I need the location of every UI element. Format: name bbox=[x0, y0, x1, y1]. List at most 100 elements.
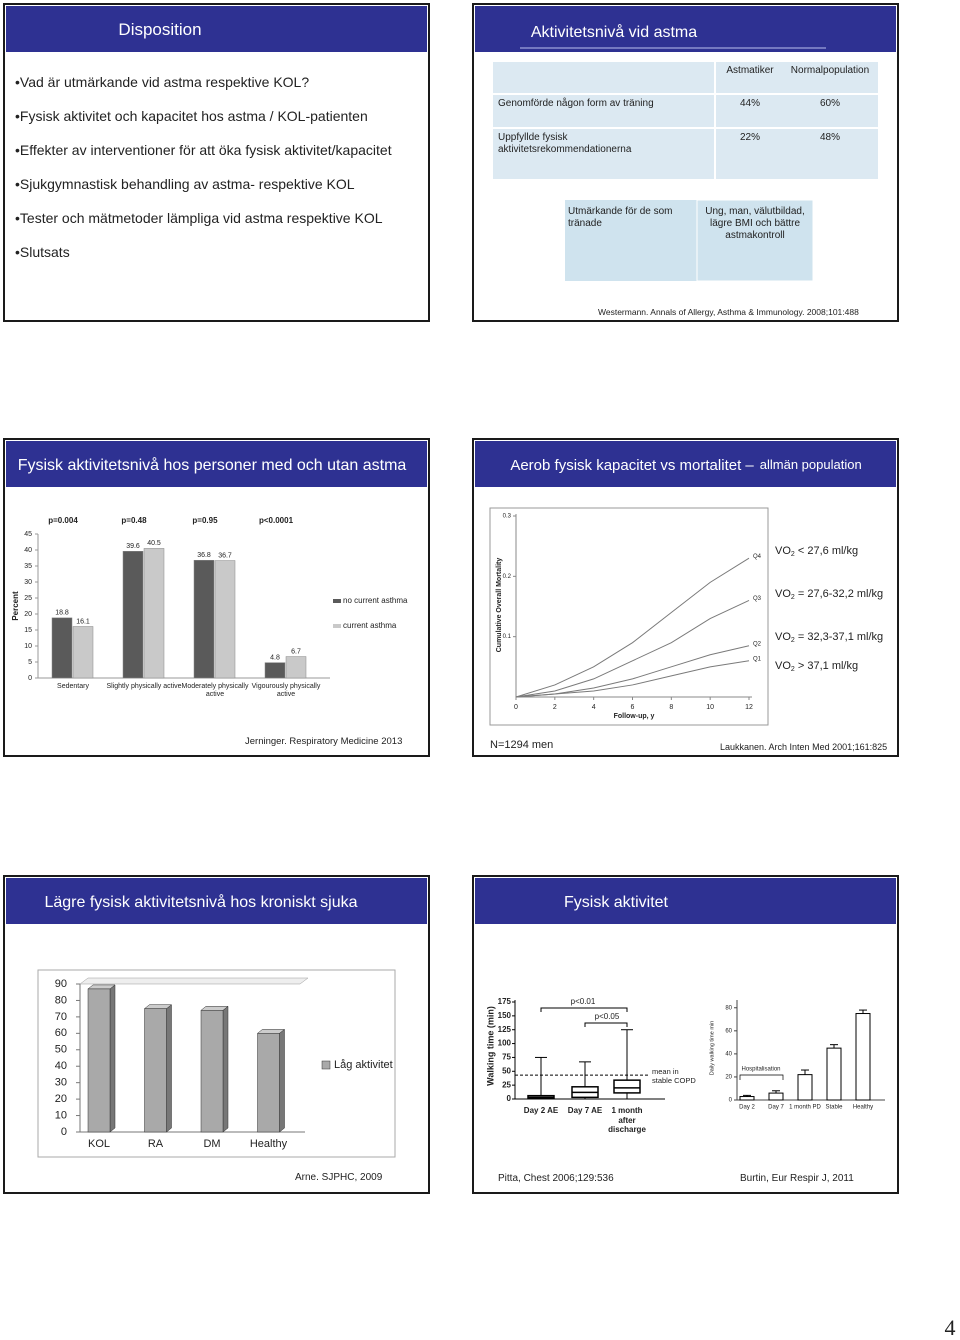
slide-title: Fysisk aktivitet bbox=[564, 894, 669, 911]
x-tick-label: 2 bbox=[553, 704, 557, 711]
bar bbox=[285, 656, 307, 679]
p-value: p=0.004 bbox=[48, 516, 78, 525]
significance-bracket bbox=[584, 1022, 628, 1027]
x-tick-label: Day 2 AE bbox=[523, 1106, 559, 1115]
data-label: 40.5 bbox=[147, 540, 161, 547]
bar bbox=[72, 626, 94, 679]
slide-header bbox=[475, 441, 896, 487]
x-tick-label: RA bbox=[148, 1138, 164, 1150]
table-row-label: Uppfyllde fysisk aktivitetsrekommendatio… bbox=[498, 132, 632, 155]
series-label: Q4 bbox=[753, 554, 762, 560]
bar bbox=[214, 560, 236, 679]
legend-sub: 2 bbox=[791, 637, 795, 644]
legend-label: no current asthma bbox=[343, 596, 408, 605]
y-tick-label: 50 bbox=[502, 1066, 511, 1075]
slide-header bbox=[475, 878, 896, 924]
bar bbox=[143, 548, 165, 679]
y-tick-label: 80 bbox=[55, 994, 67, 1006]
y-tick-label: 0 bbox=[28, 675, 32, 682]
series-line bbox=[515, 557, 750, 698]
y-tick-label: 50 bbox=[55, 1044, 67, 1056]
x-tick-label: DM bbox=[203, 1138, 220, 1150]
hospitalisation-bracket bbox=[739, 1074, 784, 1080]
x-tick-label: 1 month PD bbox=[789, 1105, 821, 1111]
x-tick-label: 10 bbox=[706, 704, 714, 711]
legend-swatch bbox=[333, 624, 341, 628]
series-line bbox=[515, 660, 750, 698]
table-header: Astmatiker bbox=[726, 65, 774, 76]
y-tick-label: 70 bbox=[55, 1011, 67, 1023]
plot-frame bbox=[489, 507, 769, 726]
series-label: Q3 bbox=[753, 596, 762, 602]
y-tick-label: 20 bbox=[725, 1075, 732, 1081]
slide-header bbox=[475, 6, 896, 52]
x-tick-label: Healthy bbox=[250, 1138, 288, 1150]
bullet: •Tester och mätmetoder lämpliga vid astm… bbox=[15, 210, 383, 226]
y-tick-label: 30 bbox=[24, 579, 32, 586]
bar bbox=[87, 988, 111, 1133]
back-wall bbox=[79, 977, 309, 985]
legend-label: VO2 < 27,6 ml/kg bbox=[775, 545, 858, 558]
legend-label: VO2 > 37,1 ml/kg bbox=[775, 660, 858, 673]
info-box bbox=[565, 200, 697, 281]
slide-title-text: Aerob fysisk kapacitet vs mortalitet – bbox=[510, 457, 754, 474]
legend-swatch bbox=[333, 599, 341, 603]
x-tick-label: 12 bbox=[745, 704, 753, 711]
y-tick-label: 25 bbox=[24, 595, 32, 602]
data-label: 39.6 bbox=[126, 543, 140, 550]
box bbox=[613, 1079, 641, 1094]
y-tick-label: 0 bbox=[729, 1098, 733, 1104]
legend-main: VO bbox=[775, 660, 791, 672]
bar bbox=[144, 1008, 167, 1133]
series-label: Q1 bbox=[753, 656, 762, 662]
y-tick-label: 40 bbox=[725, 1051, 732, 1057]
significance-bracket bbox=[540, 1007, 628, 1012]
bullet: •Vad är utmärkande vid astma respektive … bbox=[15, 74, 310, 90]
bullet: •Slutsats bbox=[15, 244, 70, 260]
y-tick-label: 175 bbox=[498, 997, 512, 1006]
data-label: 36.8 bbox=[197, 552, 211, 559]
x-tick-label: Vigourously physically active bbox=[251, 683, 321, 699]
x-tick-label: 1 month after discharge bbox=[608, 1106, 646, 1135]
bar bbox=[200, 1010, 224, 1133]
y-tick-label: 75 bbox=[502, 1053, 511, 1062]
bullet: •Sjukgymnastisk behandling av astma- res… bbox=[15, 176, 355, 192]
slide-title-text: Aktivitetsnivå vid astma bbox=[531, 23, 697, 41]
slide-title: Fysisk aktivitetsnivå hos personer med o… bbox=[18, 456, 407, 474]
table-row-label: Genomförde någon form av träning bbox=[498, 98, 654, 109]
slide-title: Disposition bbox=[118, 20, 201, 39]
x-axis-label: Follow-up, y bbox=[614, 713, 655, 720]
bar bbox=[122, 551, 144, 679]
legend-label: VO2 = 27,6-32,2 ml/kg bbox=[775, 588, 883, 601]
y-tick-label: 60 bbox=[55, 1027, 67, 1039]
citation: Laukkanen. Arch Inten Med 2001;161:825 bbox=[720, 742, 888, 752]
table-cell: 22% bbox=[739, 132, 760, 143]
slide-frame bbox=[472, 875, 899, 1194]
y-tick-label: 0.1 bbox=[503, 634, 512, 640]
x-tick-label: Stable bbox=[825, 1105, 843, 1111]
citation: Arne. SJPHC, 2009 bbox=[295, 1172, 383, 1183]
legend-sub: 2 bbox=[791, 551, 795, 558]
legend-rest: < 27,6 ml/kg bbox=[795, 545, 858, 557]
legend-label: Låg aktivitet bbox=[334, 1059, 393, 1071]
y-tick-label: 90 bbox=[55, 978, 67, 990]
legend-rest: > 37,1 ml/kg bbox=[795, 660, 858, 672]
x-tick-label: Day 7 AE bbox=[567, 1106, 603, 1115]
series-line bbox=[515, 600, 750, 698]
table-cell: 48% bbox=[819, 132, 840, 143]
legend-sub: 2 bbox=[791, 666, 795, 673]
y-tick-label: 100 bbox=[498, 1039, 512, 1048]
data-label: 6.7 bbox=[291, 648, 301, 655]
legend-rest: = 27,6-32,2 ml/kg bbox=[795, 588, 883, 600]
y-tick-label: 0 bbox=[61, 1126, 67, 1138]
slide-title: Aktivitetsnivå vid astma bbox=[531, 23, 697, 41]
y-axis-label: Daily walking time min bbox=[709, 1021, 715, 1075]
info-box bbox=[696, 199, 814, 282]
legend-swatch bbox=[321, 1060, 331, 1070]
slide-title-small: allmän population bbox=[760, 457, 862, 472]
slide-title-text: Fysisk aktivitetsnivå hos personer med o… bbox=[18, 456, 407, 474]
slide-header bbox=[6, 441, 427, 487]
info-text: Utmärkande för de som tränade bbox=[568, 206, 673, 229]
